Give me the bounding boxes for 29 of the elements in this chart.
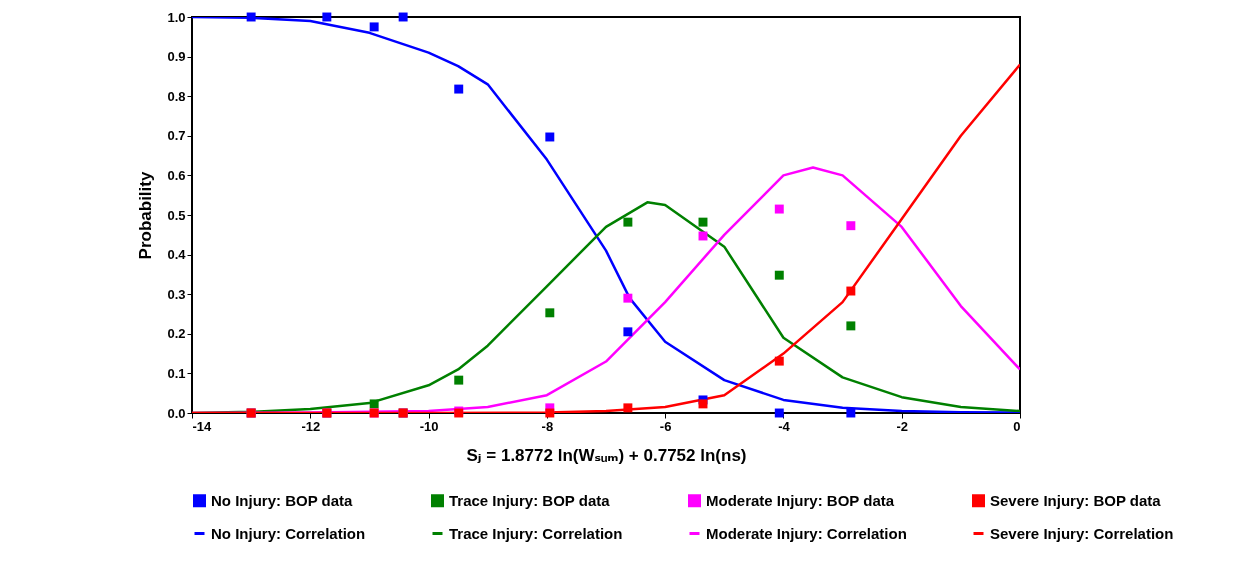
y-tick-label: 0.6 — [167, 167, 186, 183]
legend-label: Severe Injury: BOP data — [990, 491, 1162, 509]
y-tick-label: 0.4 — [167, 247, 187, 263]
x-tick-label: 0 — [1013, 418, 1021, 434]
y-tick-label: 0.3 — [167, 286, 186, 302]
x-tick-label: -6 — [659, 418, 672, 434]
x-tick-label: -4 — [778, 418, 791, 434]
x-tick-label: -2 — [896, 418, 908, 434]
legend-label: Trace Injury: Correlation — [449, 524, 623, 542]
legend-label: No Injury: BOP data — [211, 491, 354, 509]
y-tick-label: 0.5 — [167, 207, 186, 223]
y-tick-label: 0.9 — [167, 49, 186, 65]
x-tick-label: -10 — [419, 418, 439, 434]
legend-label: No Injury: Correlation — [211, 524, 366, 542]
y-tick-label: 0.2 — [167, 326, 186, 342]
legend-label: Trace Injury: BOP data — [449, 491, 611, 509]
y-tick-label: 0.8 — [167, 88, 186, 104]
legend-label: Severe Injury: Correlation — [990, 524, 1174, 542]
legend-label: Moderate Injury: BOP data — [706, 491, 895, 509]
y-tick-label: 0.0 — [167, 405, 186, 421]
y-tick-label: 1.0 — [167, 9, 186, 25]
legend-label: Moderate Injury: Correlation — [706, 524, 907, 542]
y-tick-label: 0.7 — [167, 128, 186, 144]
x-tick-label: -12 — [301, 418, 321, 434]
y-axis-title: Probability — [136, 171, 156, 260]
y-tick-label: 0.1 — [167, 365, 186, 381]
x-axis-title: Sⱼ = 1.8772 ln(Wₛᵤₘ) + 0.7752 ln(ns) — [466, 445, 747, 465]
x-tick-label: -14 — [192, 418, 213, 434]
x-tick-label: -8 — [541, 418, 554, 434]
